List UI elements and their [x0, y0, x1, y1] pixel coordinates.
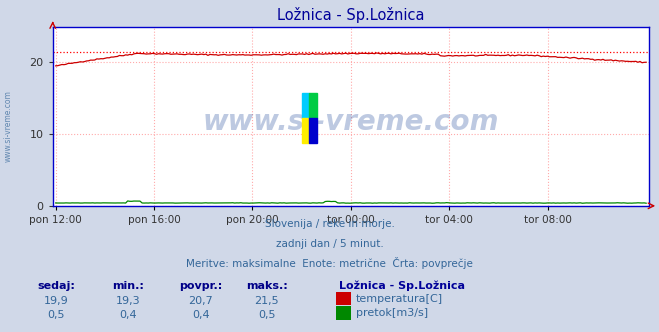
Title: Ložnica - Sp.Ložnica: Ložnica - Sp.Ložnica — [277, 7, 424, 23]
Text: Ložnica - Sp.Ložnica: Ložnica - Sp.Ložnica — [339, 280, 465, 291]
Text: povpr.:: povpr.: — [179, 281, 223, 291]
Text: maks.:: maks.: — [246, 281, 288, 291]
Text: 0,5: 0,5 — [47, 310, 65, 320]
Text: 0,4: 0,4 — [120, 310, 137, 320]
Text: 19,3: 19,3 — [116, 296, 141, 306]
Text: zadnji dan / 5 minut.: zadnji dan / 5 minut. — [275, 239, 384, 249]
Text: Meritve: maksimalne  Enote: metrične  Črta: povprečje: Meritve: maksimalne Enote: metrične Črta… — [186, 257, 473, 269]
Text: 0,4: 0,4 — [192, 310, 210, 320]
Text: 19,9: 19,9 — [43, 296, 69, 306]
Text: 20,7: 20,7 — [188, 296, 214, 306]
Bar — [302, 93, 310, 118]
Text: pretok[m3/s]: pretok[m3/s] — [356, 308, 428, 318]
Text: www.si-vreme.com: www.si-vreme.com — [3, 90, 13, 162]
Text: 21,5: 21,5 — [254, 296, 279, 306]
Text: temperatura[C]: temperatura[C] — [356, 294, 443, 304]
Bar — [310, 118, 317, 143]
Bar — [310, 93, 317, 118]
Text: 0,5: 0,5 — [258, 310, 275, 320]
Text: min.:: min.: — [113, 281, 144, 291]
Bar — [302, 118, 310, 143]
Text: www.si-vreme.com: www.si-vreme.com — [203, 108, 499, 135]
Text: Slovenija / reke in morje.: Slovenija / reke in morje. — [264, 219, 395, 229]
Text: sedaj:: sedaj: — [37, 281, 75, 291]
